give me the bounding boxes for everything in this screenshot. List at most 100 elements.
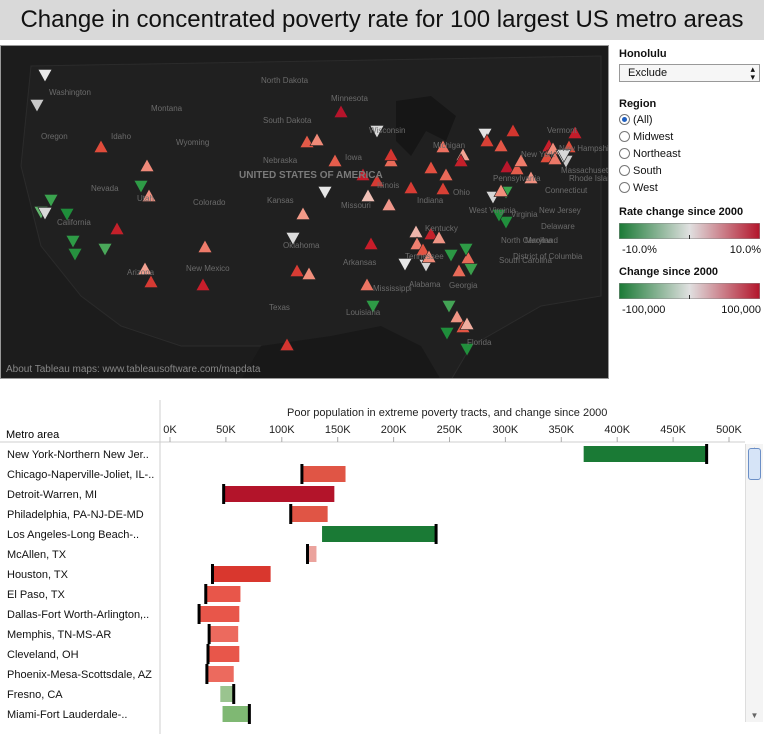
change-bar[interactable] (212, 566, 271, 582)
map-marker[interactable] (37, 207, 53, 221)
map-marker[interactable] (59, 208, 75, 222)
map-marker[interactable] (97, 243, 113, 257)
map-marker[interactable] (435, 139, 451, 153)
map-marker[interactable] (498, 216, 514, 230)
map-marker[interactable] (441, 300, 457, 314)
map-marker[interactable] (359, 277, 375, 291)
map-marker[interactable] (438, 167, 454, 181)
map-marker[interactable] (509, 161, 525, 175)
map-marker[interactable] (143, 274, 159, 288)
map-canvas[interactable] (1, 46, 609, 379)
map-marker[interactable] (285, 232, 301, 246)
map-marker[interactable] (459, 316, 475, 330)
change-bar[interactable] (209, 626, 239, 642)
map-marker[interactable] (547, 151, 563, 165)
map-marker[interactable] (369, 125, 385, 139)
radio-selected-icon[interactable] (619, 114, 630, 125)
map-marker[interactable] (431, 230, 447, 244)
map-marker[interactable] (403, 180, 419, 194)
map-marker[interactable] (133, 180, 149, 194)
map-marker[interactable] (195, 277, 211, 291)
change-bar[interactable] (206, 666, 234, 682)
change-bar[interactable] (301, 466, 346, 482)
change-bar[interactable] (307, 546, 317, 562)
radio-icon[interactable] (619, 182, 630, 193)
map-marker[interactable] (279, 337, 295, 351)
map-marker[interactable] (523, 170, 539, 184)
map-marker[interactable] (415, 242, 431, 256)
region-option-south[interactable]: South (619, 162, 764, 179)
change-bar[interactable] (583, 446, 707, 462)
map-marker[interactable] (369, 173, 385, 187)
map-marker[interactable] (197, 239, 213, 253)
map-marker[interactable] (381, 197, 397, 211)
map-marker[interactable] (43, 194, 59, 208)
change-bar[interactable] (322, 526, 437, 542)
map-marker[interactable] (37, 69, 53, 83)
map-marker[interactable] (423, 226, 439, 240)
map-marker[interactable] (435, 181, 451, 195)
scroll-thumb[interactable] (748, 448, 761, 480)
map-marker[interactable] (449, 309, 465, 323)
honolulu-select[interactable]: Exclude ▴ ▾ (619, 64, 760, 82)
map-marker[interactable] (479, 133, 495, 147)
map-marker[interactable] (317, 186, 333, 200)
map-marker[interactable] (67, 248, 83, 262)
map-marker[interactable] (556, 149, 572, 163)
map-credit-link[interactable]: About Tableau maps: www.tableausoftware.… (6, 364, 261, 375)
map-marker[interactable] (499, 159, 515, 173)
map-marker[interactable] (439, 327, 455, 341)
map-marker[interactable] (539, 149, 555, 163)
change-bar[interactable] (290, 506, 328, 522)
map-marker[interactable] (141, 188, 157, 202)
change-bar[interactable] (199, 606, 240, 622)
map-marker[interactable] (295, 206, 311, 220)
radio-icon[interactable] (619, 148, 630, 159)
change-bar[interactable] (205, 586, 241, 602)
map-marker[interactable] (460, 250, 476, 264)
change-bar[interactable] (208, 646, 240, 662)
map-marker[interactable] (363, 236, 379, 250)
scroll-down-icon[interactable]: ▼ (750, 711, 759, 720)
map-marker[interactable] (505, 123, 521, 137)
map-marker[interactable] (451, 263, 467, 277)
map-marker[interactable] (355, 167, 371, 181)
map-marker[interactable] (409, 236, 425, 250)
map-marker[interactable] (139, 158, 155, 172)
map-marker[interactable] (383, 147, 399, 161)
map-marker[interactable] (301, 266, 317, 280)
map-marker[interactable] (459, 343, 475, 357)
map-marker[interactable] (360, 188, 376, 202)
map-marker[interactable] (567, 125, 583, 139)
map-marker[interactable] (423, 160, 439, 174)
map-marker[interactable] (327, 153, 343, 167)
us-map[interactable]: Washington Montana North Dakota South Da… (0, 45, 609, 379)
change-bar[interactable] (220, 686, 234, 702)
change-bar[interactable] (223, 486, 335, 502)
region-option-northeast[interactable]: Northeast (619, 145, 764, 162)
map-marker[interactable] (137, 261, 153, 275)
map-marker[interactable] (109, 221, 125, 235)
radio-icon[interactable] (619, 165, 630, 176)
radio-icon[interactable] (619, 131, 630, 142)
map-marker[interactable] (513, 153, 529, 167)
vertical-scrollbar[interactable]: ▲ ▼ (745, 444, 763, 722)
region-option-all[interactable]: (All) (619, 111, 764, 128)
map-marker[interactable] (493, 138, 509, 152)
map-marker[interactable] (493, 183, 509, 197)
map-marker[interactable] (65, 235, 81, 249)
map-marker[interactable] (93, 139, 109, 153)
map-marker[interactable] (458, 243, 474, 257)
change-bar[interactable] (222, 706, 250, 722)
map-marker[interactable] (397, 258, 413, 272)
map-marker[interactable] (453, 153, 469, 167)
map-marker[interactable] (421, 249, 437, 263)
map-marker[interactable] (29, 99, 45, 113)
map-marker[interactable] (333, 104, 349, 118)
map-marker[interactable] (365, 300, 381, 314)
map-marker[interactable] (443, 249, 459, 263)
region-option-west[interactable]: West (619, 179, 764, 196)
map-marker[interactable] (491, 209, 507, 223)
map-marker[interactable] (408, 224, 424, 238)
map-marker[interactable] (289, 263, 305, 277)
